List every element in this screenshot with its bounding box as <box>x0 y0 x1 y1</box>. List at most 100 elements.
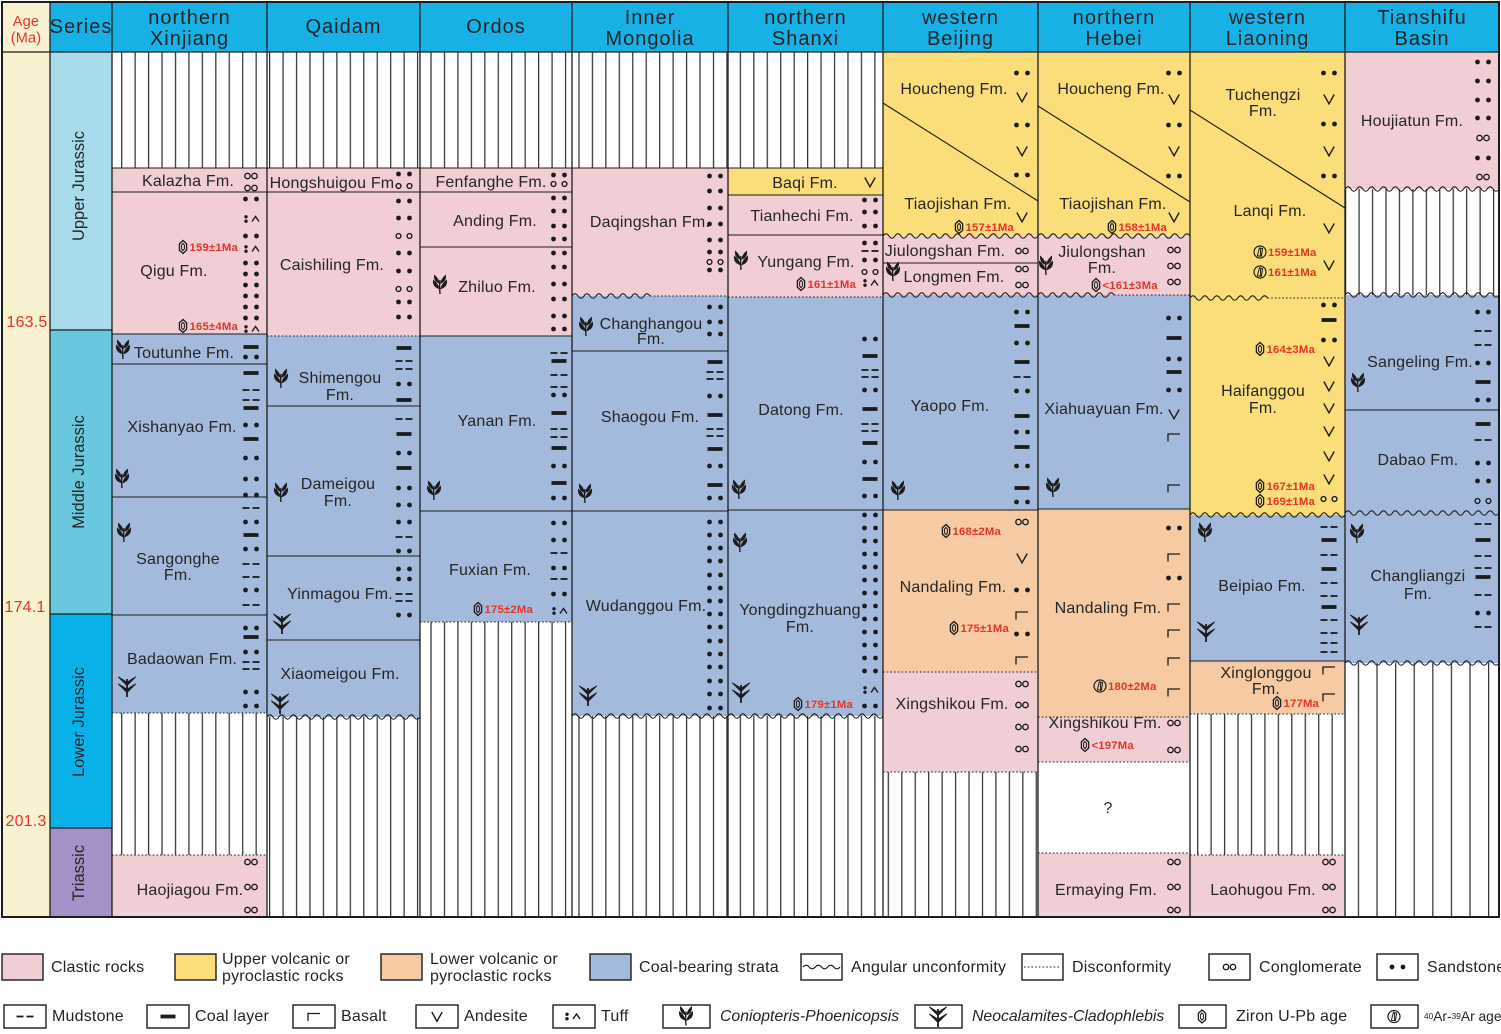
svg-text:Age: Age <box>13 14 39 30</box>
svg-text:(Ma): (Ma) <box>11 31 42 47</box>
svg-text:Jiulongshan Fm.: Jiulongshan Fm. <box>885 243 1005 260</box>
svg-text:Liaoning: Liaoning <box>1226 28 1310 50</box>
svg-text:163.5: 163.5 <box>6 314 47 331</box>
svg-text:pyroclastic rocks: pyroclastic rocks <box>430 968 552 985</box>
svg-text:Yaopo Fm.: Yaopo Fm. <box>911 398 990 415</box>
svg-text:Clastic rocks: Clastic rocks <box>51 959 144 976</box>
svg-text:Coal-bearing strata: Coal-bearing strata <box>639 959 779 976</box>
svg-text:Yungang Fm.: Yungang Fm. <box>757 254 854 271</box>
svg-text:Beipiao Fm.: Beipiao Fm. <box>1218 578 1306 595</box>
svg-text:Upper volcanic or: Upper volcanic or <box>222 951 350 968</box>
svg-text:Hongshuigou Fm: Hongshuigou Fm <box>270 175 395 192</box>
svg-text:Mongolia: Mongolia <box>605 28 694 50</box>
svg-text:Daqingshan Fm.: Daqingshan Fm. <box>590 214 710 231</box>
svg-text:Houcheng Fm.: Houcheng Fm. <box>1057 81 1164 98</box>
svg-text:Fm.: Fm. <box>786 619 814 636</box>
svg-text:Nandaling Fm.: Nandaling Fm. <box>1055 600 1162 617</box>
svg-text:Laohugou Fm.: Laohugou Fm. <box>1210 882 1316 899</box>
svg-text:northern: northern <box>764 7 847 29</box>
svg-text:Changliangzi: Changliangzi <box>1371 568 1466 585</box>
svg-text:Triassic: Triassic <box>70 845 88 901</box>
svg-text:Xingshikou Fm.: Xingshikou Fm. <box>1048 715 1161 732</box>
svg-text:Fenfanghe Fm.: Fenfanghe Fm. <box>435 174 546 191</box>
svg-text:201.3: 201.3 <box>5 813 46 830</box>
svg-text:180±2Ma: 180±2Ma <box>1108 681 1157 693</box>
svg-text:Dabao Fm.: Dabao Fm. <box>1378 452 1459 469</box>
svg-text:Shaogou Fm.: Shaogou Fm. <box>601 409 699 426</box>
svg-text:175±1Ma: 175±1Ma <box>961 623 1010 635</box>
svg-text:175±2Ma: 175±2Ma <box>485 604 534 616</box>
svg-text:167±1Ma: 167±1Ma <box>1267 481 1316 493</box>
svg-text:169±1Ma: 169±1Ma <box>1267 496 1316 508</box>
svg-text:Middle Jurassic: Middle Jurassic <box>70 415 88 529</box>
svg-text:179±1Ma: 179±1Ma <box>805 699 854 711</box>
svg-text:Baqi Fm.: Baqi Fm. <box>772 175 838 192</box>
svg-text:Tianhechi Fm.: Tianhechi Fm. <box>750 208 853 225</box>
svg-text:Andesite: Andesite <box>464 1008 528 1025</box>
svg-text:Sangeling Fm.: Sangeling Fm. <box>1367 354 1473 371</box>
svg-text:Fm.: Fm. <box>1249 103 1277 120</box>
svg-text:Tuff: Tuff <box>601 1008 629 1025</box>
svg-text:Series: Series <box>50 16 113 38</box>
svg-text:Qaidam: Qaidam <box>305 16 381 38</box>
svg-text:164±3Ma: 164±3Ma <box>1267 344 1316 356</box>
svg-text:Tiaojishan Fm.: Tiaojishan Fm. <box>904 196 1011 213</box>
svg-text:168±2Ma: 168±2Ma <box>953 526 1002 538</box>
svg-text:159±1Ma: 159±1Ma <box>190 242 239 254</box>
svg-text:Yinmagou Fm.: Yinmagou Fm. <box>287 586 393 603</box>
svg-text:<197Ma: <197Ma <box>1092 740 1135 752</box>
svg-text:Nandaling Fm.: Nandaling Fm. <box>900 579 1007 596</box>
svg-text:Xingshikou Fm.: Xingshikou Fm. <box>895 696 1008 713</box>
svg-text:northern: northern <box>1073 7 1156 29</box>
svg-text:Sandstone: Sandstone <box>1427 959 1501 976</box>
svg-text:Fm.: Fm. <box>1088 260 1116 277</box>
svg-text:Datong Fm.: Datong Fm. <box>758 402 844 419</box>
svg-text:Shimengou: Shimengou <box>299 370 382 387</box>
svg-text:174.1: 174.1 <box>4 599 45 616</box>
svg-text:Jiulongshan: Jiulongshan <box>1058 244 1146 261</box>
svg-text:Lower volcanic or: Lower volcanic or <box>430 951 558 968</box>
svg-text:Kalazha Fm.: Kalazha Fm. <box>142 173 234 190</box>
svg-text:Yongdingzhuang: Yongdingzhuang <box>739 602 860 619</box>
svg-text:Fm.: Fm. <box>637 331 665 348</box>
svg-text:Xiahuayuan Fm.: Xiahuayuan Fm. <box>1044 401 1163 418</box>
svg-text:Haifanggou: Haifanggou <box>1221 383 1305 400</box>
svg-text:?: ? <box>1103 800 1112 817</box>
svg-text:Xinjiang: Xinjiang <box>150 28 229 50</box>
svg-text:Changhangou: Changhangou <box>600 316 703 333</box>
svg-text:Caishiling Fm.: Caishiling Fm. <box>280 257 384 274</box>
svg-text:Dameigou: Dameigou <box>301 476 376 493</box>
svg-text:165±4Ma: 165±4Ma <box>190 321 239 333</box>
svg-text:Longmen Fm.: Longmen Fm. <box>904 269 1005 286</box>
svg-text:Tianshifu: Tianshifu <box>1377 7 1466 29</box>
svg-text:40Ar-39Ar age: 40Ar-39Ar age <box>1424 1009 1501 1024</box>
svg-text:Disconformity: Disconformity <box>1072 959 1172 976</box>
svg-text:<161±3Ma: <161±3Ma <box>1103 280 1159 292</box>
svg-text:Conglomerate: Conglomerate <box>1259 959 1362 976</box>
svg-text:Lower Jurassic: Lower Jurassic <box>70 667 88 777</box>
svg-text:Houjiatun Fm.: Houjiatun Fm. <box>1361 113 1463 130</box>
svg-text:pyroclastic rocks: pyroclastic rocks <box>222 968 344 985</box>
svg-text:Badaowan Fm.: Badaowan Fm. <box>127 651 237 668</box>
svg-text:161±1Ma: 161±1Ma <box>1268 267 1317 279</box>
svg-text:Fm.: Fm. <box>324 493 352 510</box>
svg-text:Ziron U-Pb age: Ziron U-Pb age <box>1236 1008 1347 1025</box>
svg-text:157±1Ma: 157±1Ma <box>966 222 1015 234</box>
svg-text:Xinglonggou: Xinglonggou <box>1220 665 1311 682</box>
svg-text:158±1Ma: 158±1Ma <box>1119 222 1168 234</box>
svg-text:western: western <box>921 7 999 29</box>
svg-text:Houcheng Fm.: Houcheng Fm. <box>900 81 1007 98</box>
svg-text:Upper Jurassic: Upper Jurassic <box>70 131 88 241</box>
svg-text:Toutunhe Fm.: Toutunhe Fm. <box>134 345 234 362</box>
svg-text:Angular unconformity: Angular unconformity <box>851 959 1006 976</box>
svg-text:Haojiagou Fm.: Haojiagou Fm. <box>137 882 244 899</box>
svg-text:Coal layer: Coal layer <box>195 1008 270 1025</box>
svg-text:Fm.: Fm. <box>1404 586 1432 603</box>
svg-text:Qigu Fm.: Qigu Fm. <box>140 263 207 280</box>
svg-text:Sangonghe: Sangonghe <box>136 551 220 568</box>
svg-text:Fm.: Fm. <box>326 387 354 404</box>
svg-text:Yanan Fm.: Yanan Fm. <box>458 413 537 430</box>
svg-text:western: western <box>1228 7 1306 29</box>
svg-text:Anding Fm.: Anding Fm. <box>453 213 537 230</box>
svg-text:177Ma: 177Ma <box>1284 698 1320 710</box>
